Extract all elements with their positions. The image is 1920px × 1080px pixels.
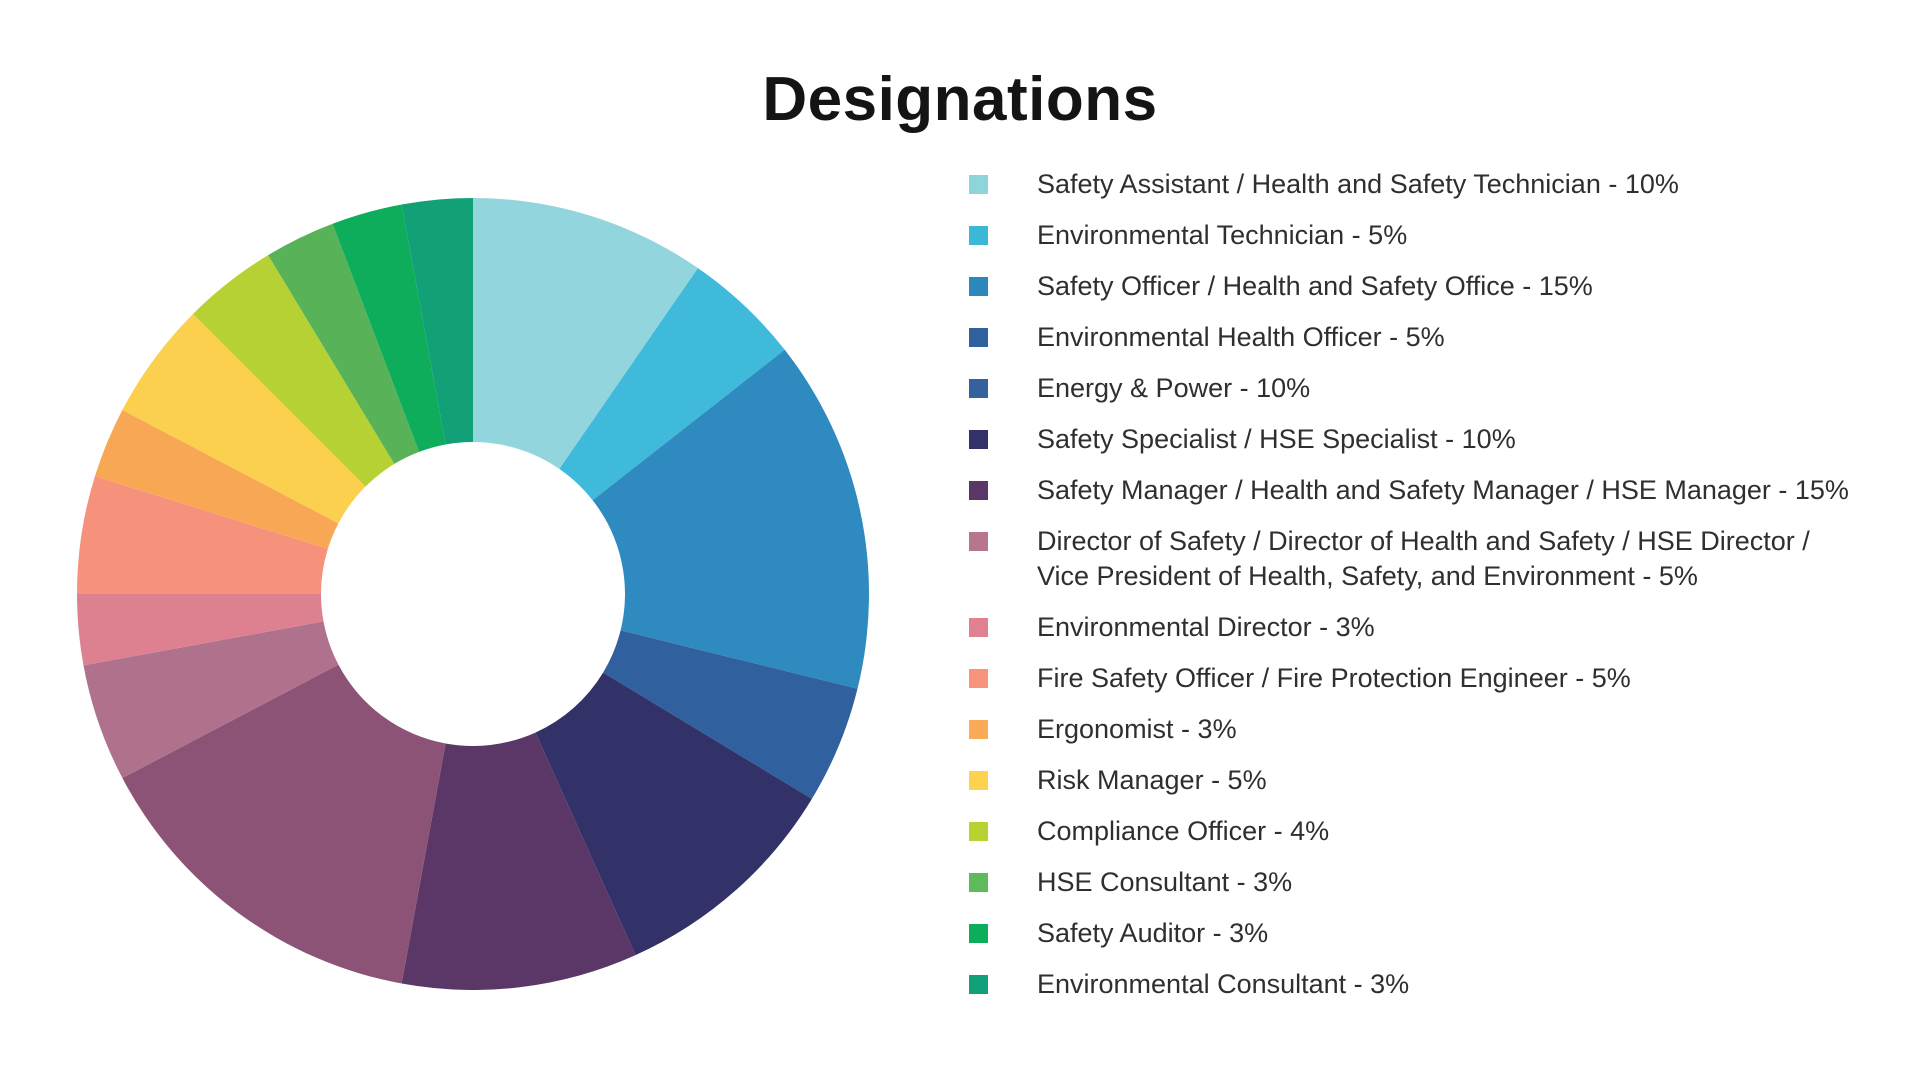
legend-label-line: Safety Assistant / Health and Safety Tec… bbox=[1037, 169, 1679, 199]
legend-item-8: Director of Safety / Director of Health … bbox=[969, 524, 1849, 594]
legend-item-4: Environmental Health Officer - 5% bbox=[969, 320, 1849, 355]
donut-slice-9 bbox=[77, 594, 324, 666]
legend-label-line: Environmental Health Officer - 5% bbox=[1037, 322, 1445, 352]
legend-item-5: Energy & Power - 10% bbox=[969, 371, 1849, 406]
legend-label-line: Energy & Power - 10% bbox=[1037, 373, 1311, 403]
legend-label: Environmental Technician - 5% bbox=[1037, 218, 1407, 253]
chart-legend: Safety Assistant / Health and Safety Tec… bbox=[969, 167, 1849, 1018]
donut-slice-4 bbox=[603, 630, 858, 799]
legend-label-line: Environmental Consultant - 3% bbox=[1037, 969, 1410, 999]
donut-slice-3 bbox=[592, 349, 869, 689]
legend-item-11: Ergonomist - 3% bbox=[969, 712, 1849, 747]
legend-swatch bbox=[969, 481, 988, 500]
legend-swatch bbox=[969, 430, 988, 449]
page-title: Designations bbox=[762, 64, 1158, 134]
legend-label-line: Safety Officer / Health and Safety Offic… bbox=[1037, 271, 1593, 301]
legend-label-line: Environmental Director - 3% bbox=[1037, 612, 1375, 642]
legend-swatch bbox=[969, 328, 988, 347]
donut-slice-15 bbox=[332, 204, 446, 452]
donut-slice-10 bbox=[77, 476, 328, 594]
donut-chart bbox=[77, 198, 869, 990]
legend-item-12: Risk Manager - 5% bbox=[969, 763, 1849, 798]
legend-label: Risk Manager - 5% bbox=[1037, 763, 1267, 798]
legend-swatch bbox=[969, 669, 988, 688]
legend-label: Environmental Consultant - 3% bbox=[1037, 967, 1409, 1002]
legend-swatch bbox=[969, 618, 988, 637]
legend-label: Environmental Director - 3% bbox=[1037, 610, 1375, 645]
legend-label: Compliance Officer - 4% bbox=[1037, 814, 1329, 849]
legend-label: Environmental Health Officer - 5% bbox=[1037, 320, 1445, 355]
legend-label: Director of Safety / Director of Health … bbox=[1037, 524, 1810, 594]
legend-item-1: Safety Assistant / Health and Safety Tec… bbox=[969, 167, 1849, 202]
legend-swatch bbox=[969, 771, 988, 790]
donut-slice-13 bbox=[192, 255, 395, 487]
legend-swatch bbox=[969, 277, 988, 296]
donut-slice-5 bbox=[535, 672, 812, 956]
legend-label-line: Safety Manager / Health and Safety Manag… bbox=[1037, 475, 1849, 505]
donut-chart-svg bbox=[77, 198, 869, 990]
legend-label: Energy & Power - 10% bbox=[1037, 371, 1310, 406]
legend-item-6: Safety Specialist / HSE Specialist - 10% bbox=[969, 422, 1849, 457]
legend-item-14: HSE Consultant - 3% bbox=[969, 865, 1849, 900]
donut-slice-7 bbox=[122, 664, 446, 984]
legend-label-line: Fire Safety Officer / Fire Protection En… bbox=[1037, 663, 1631, 693]
legend-swatch bbox=[969, 924, 988, 943]
legend-item-3: Safety Officer / Health and Safety Offic… bbox=[969, 269, 1849, 304]
donut-slice-2 bbox=[559, 268, 785, 501]
legend-swatch bbox=[969, 720, 988, 739]
legend-swatch bbox=[969, 532, 988, 551]
legend-label-line: Ergonomist - 3% bbox=[1037, 714, 1237, 744]
legend-swatch bbox=[969, 975, 988, 994]
legend-label-line: Environmental Technician - 5% bbox=[1037, 220, 1408, 250]
legend-item-13: Compliance Officer - 4% bbox=[969, 814, 1849, 849]
legend-label: Safety Auditor - 3% bbox=[1037, 916, 1268, 951]
legend-label-line: HSE Consultant - 3% bbox=[1037, 867, 1293, 897]
legend-item-9: Environmental Director - 3% bbox=[969, 610, 1849, 645]
legend-label: Fire Safety Officer / Fire Protection En… bbox=[1037, 661, 1631, 696]
legend-label: Safety Specialist / HSE Specialist - 10% bbox=[1037, 422, 1516, 457]
donut-slice-12 bbox=[122, 313, 366, 524]
legend-item-10: Fire Safety Officer / Fire Protection En… bbox=[969, 661, 1849, 696]
legend-swatch bbox=[969, 226, 988, 245]
legend-label-line: Director of Safety / Director of Health … bbox=[1037, 526, 1810, 556]
donut-slice-1 bbox=[473, 198, 698, 469]
legend-item-2: Environmental Technician - 5% bbox=[969, 218, 1849, 253]
donut-slice-16 bbox=[401, 198, 473, 445]
legend-label: Safety Officer / Health and Safety Offic… bbox=[1037, 269, 1593, 304]
legend-item-7: Safety Manager / Health and Safety Manag… bbox=[969, 473, 1849, 508]
legend-label-line: Risk Manager - 5% bbox=[1037, 765, 1267, 795]
legend-label-line: Safety Specialist / HSE Specialist - 10% bbox=[1037, 424, 1516, 454]
legend-item-16: Environmental Consultant - 3% bbox=[969, 967, 1849, 1002]
legend-label: Safety Assistant / Health and Safety Tec… bbox=[1037, 167, 1679, 202]
legend-swatch bbox=[969, 175, 988, 194]
legend-swatch bbox=[969, 379, 988, 398]
legend-label-line: Vice President of Health, Safety, and En… bbox=[1037, 561, 1698, 591]
legend-item-15: Safety Auditor - 3% bbox=[969, 916, 1849, 951]
donut-slice-6 bbox=[401, 732, 636, 990]
legend-swatch bbox=[969, 822, 988, 841]
legend-label-line: Compliance Officer - 4% bbox=[1037, 816, 1330, 846]
donut-slice-8 bbox=[83, 621, 339, 779]
legend-swatch bbox=[969, 873, 988, 892]
legend-label: HSE Consultant - 3% bbox=[1037, 865, 1292, 900]
legend-label-line: Safety Auditor - 3% bbox=[1037, 918, 1269, 948]
donut-slice-11 bbox=[94, 409, 339, 549]
donut-slice-14 bbox=[268, 223, 420, 464]
legend-label: Ergonomist - 3% bbox=[1037, 712, 1237, 747]
legend-label: Safety Manager / Health and Safety Manag… bbox=[1037, 473, 1849, 508]
